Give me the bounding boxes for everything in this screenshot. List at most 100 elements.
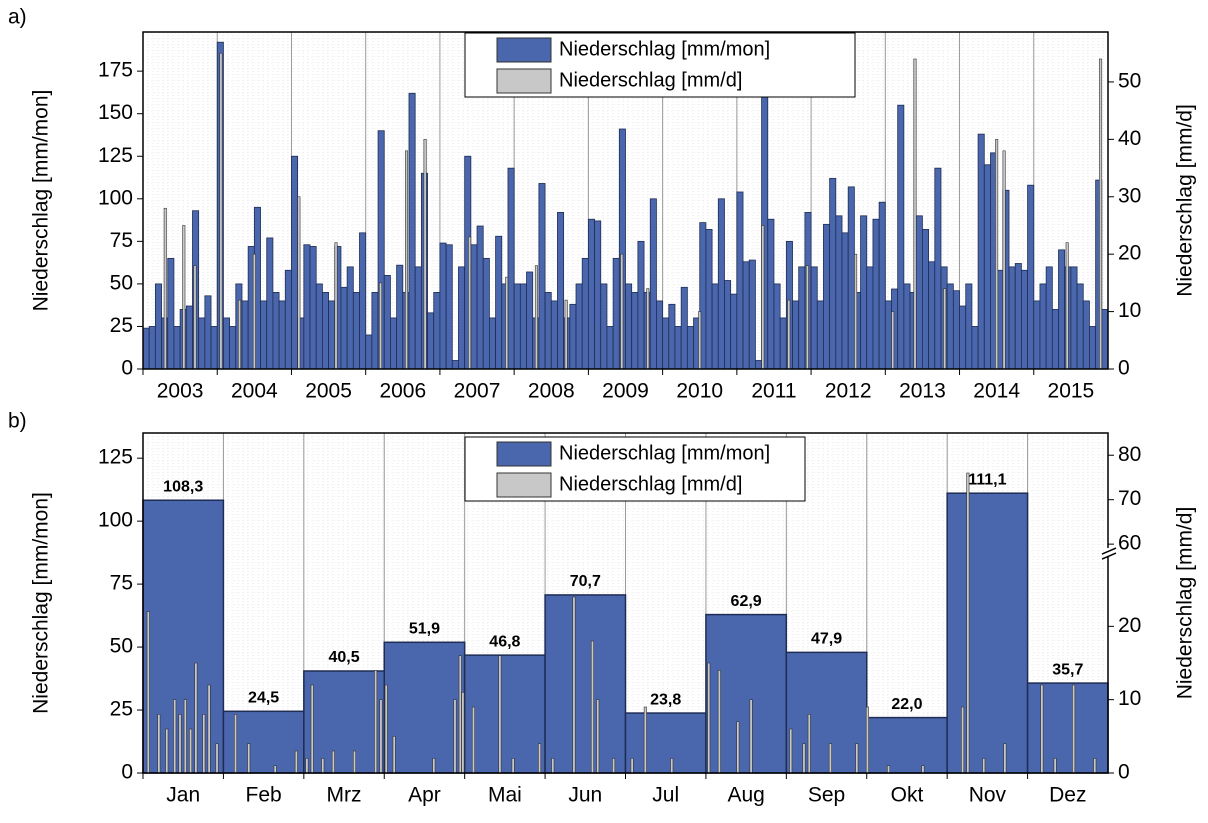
monthly-bar (210, 326, 218, 370)
monthly-bar (606, 326, 614, 370)
y-tick-label: 0 (121, 357, 133, 380)
x-tick-label: 2004 (231, 380, 278, 403)
monthly-bar (260, 300, 268, 370)
daily-bar (1053, 758, 1057, 774)
monthly-bar (185, 305, 193, 370)
y-tick-label: 75 (110, 229, 133, 252)
monthly-bar (526, 271, 534, 370)
monthly-bar (767, 218, 775, 370)
x-tick-label: 2007 (454, 380, 501, 403)
monthly-bar (884, 300, 892, 370)
monthly-bar (204, 295, 212, 370)
monthly-bar (847, 186, 855, 370)
x-tick-label: Nov (969, 784, 1007, 807)
legend-swatch (496, 472, 552, 498)
monthly-bar (1070, 266, 1078, 370)
monthly-bar (507, 167, 515, 370)
daily-bar (943, 288, 947, 370)
monthly-bar (625, 283, 633, 370)
monthly-bar (946, 283, 954, 370)
legend-label: Niederschlag [mm/mon] (559, 38, 770, 60)
monthly-bar (798, 266, 806, 370)
y2-tick-label: 60 (1118, 532, 1141, 555)
monthly-bar (594, 220, 602, 370)
daily-bar (219, 52, 223, 370)
monthly-bar (755, 360, 762, 370)
daily-bar (643, 706, 647, 774)
monthly-bar (198, 317, 206, 370)
daily-bar (379, 282, 383, 370)
daily-bar (982, 758, 986, 774)
value-label: 40,5 (328, 649, 359, 666)
monthly-bar (705, 229, 713, 370)
monthly-bar (538, 183, 546, 370)
legend-swatch (496, 68, 552, 94)
value-label: 51,9 (409, 621, 440, 638)
monthly-bar (463, 654, 546, 774)
monthly-bar (971, 326, 979, 370)
y2-tick-label: 0 (1118, 357, 1130, 380)
monthly-bar (315, 283, 323, 370)
y-axis-title: Niederschlag [mm/mon] (30, 492, 53, 714)
daily-bar (1040, 684, 1044, 774)
daily-bar (572, 596, 576, 774)
monthly-bar (575, 283, 583, 370)
panel-label: a) (8, 6, 27, 29)
monthly-bar (1089, 326, 1097, 370)
monthly-bar (445, 244, 453, 370)
monthly-bar (872, 218, 880, 370)
monthly-bar (742, 261, 750, 370)
daily-bar (551, 758, 555, 774)
monthly-bar (934, 167, 942, 370)
y-tick-label: 150 (98, 101, 133, 124)
monthly-bar (674, 326, 682, 370)
monthly-bar (724, 280, 732, 370)
monthly-bar (915, 215, 923, 370)
x-tick-label: Aug (727, 784, 764, 807)
x-tick-label: Feb (246, 784, 282, 807)
daily-bar (238, 299, 242, 370)
daily-bar (538, 743, 542, 774)
y2-tick-label: 10 (1118, 687, 1141, 710)
monthly-bar (600, 283, 608, 370)
daily-bar (961, 706, 965, 774)
y-axis-title: Niederschlag [mm/mon] (30, 90, 53, 312)
monthly-bar (371, 292, 379, 370)
monthly-bar (903, 283, 911, 370)
monthly-bar (352, 292, 360, 370)
value-label: 24,5 (248, 690, 279, 707)
monthly-bar (1076, 283, 1084, 370)
monthly-bar (1020, 269, 1028, 370)
monthly-bar (439, 242, 447, 370)
daily-bar (157, 714, 161, 774)
monthly-bar (476, 225, 484, 370)
x-tick-label: 2009 (602, 380, 649, 403)
daily-bar (193, 265, 197, 370)
y-tick-label: 25 (110, 698, 133, 721)
value-label: 46,8 (489, 633, 520, 650)
monthly-bar (668, 303, 676, 370)
monthly-bar (303, 670, 386, 774)
monthly-bar (278, 300, 286, 370)
monthly-bar (612, 257, 620, 370)
daily-bar (294, 750, 298, 774)
monthly-bar (365, 334, 373, 370)
monthly-bar (396, 264, 404, 370)
monthly-bar (946, 492, 1029, 774)
y2-tick-label: 30 (1118, 184, 1141, 207)
daily-bar (334, 242, 338, 370)
x-tick-label: 2013 (899, 380, 946, 403)
daily-bar (471, 706, 475, 774)
y2-axis-title: Niederschlag [mm/d] (1174, 104, 1197, 297)
daily-bar (707, 662, 711, 774)
monthly-bar (680, 286, 688, 370)
x-tick-label: Mrz (327, 784, 362, 807)
daily-bar (252, 253, 256, 370)
monthly-bar (717, 198, 725, 370)
monthly-bar (1008, 266, 1016, 370)
monthly-bar (223, 317, 231, 370)
monthly-bar (878, 201, 886, 370)
daily-bar (612, 758, 616, 774)
daily-bar (596, 699, 600, 774)
monthly-bar (513, 283, 521, 370)
